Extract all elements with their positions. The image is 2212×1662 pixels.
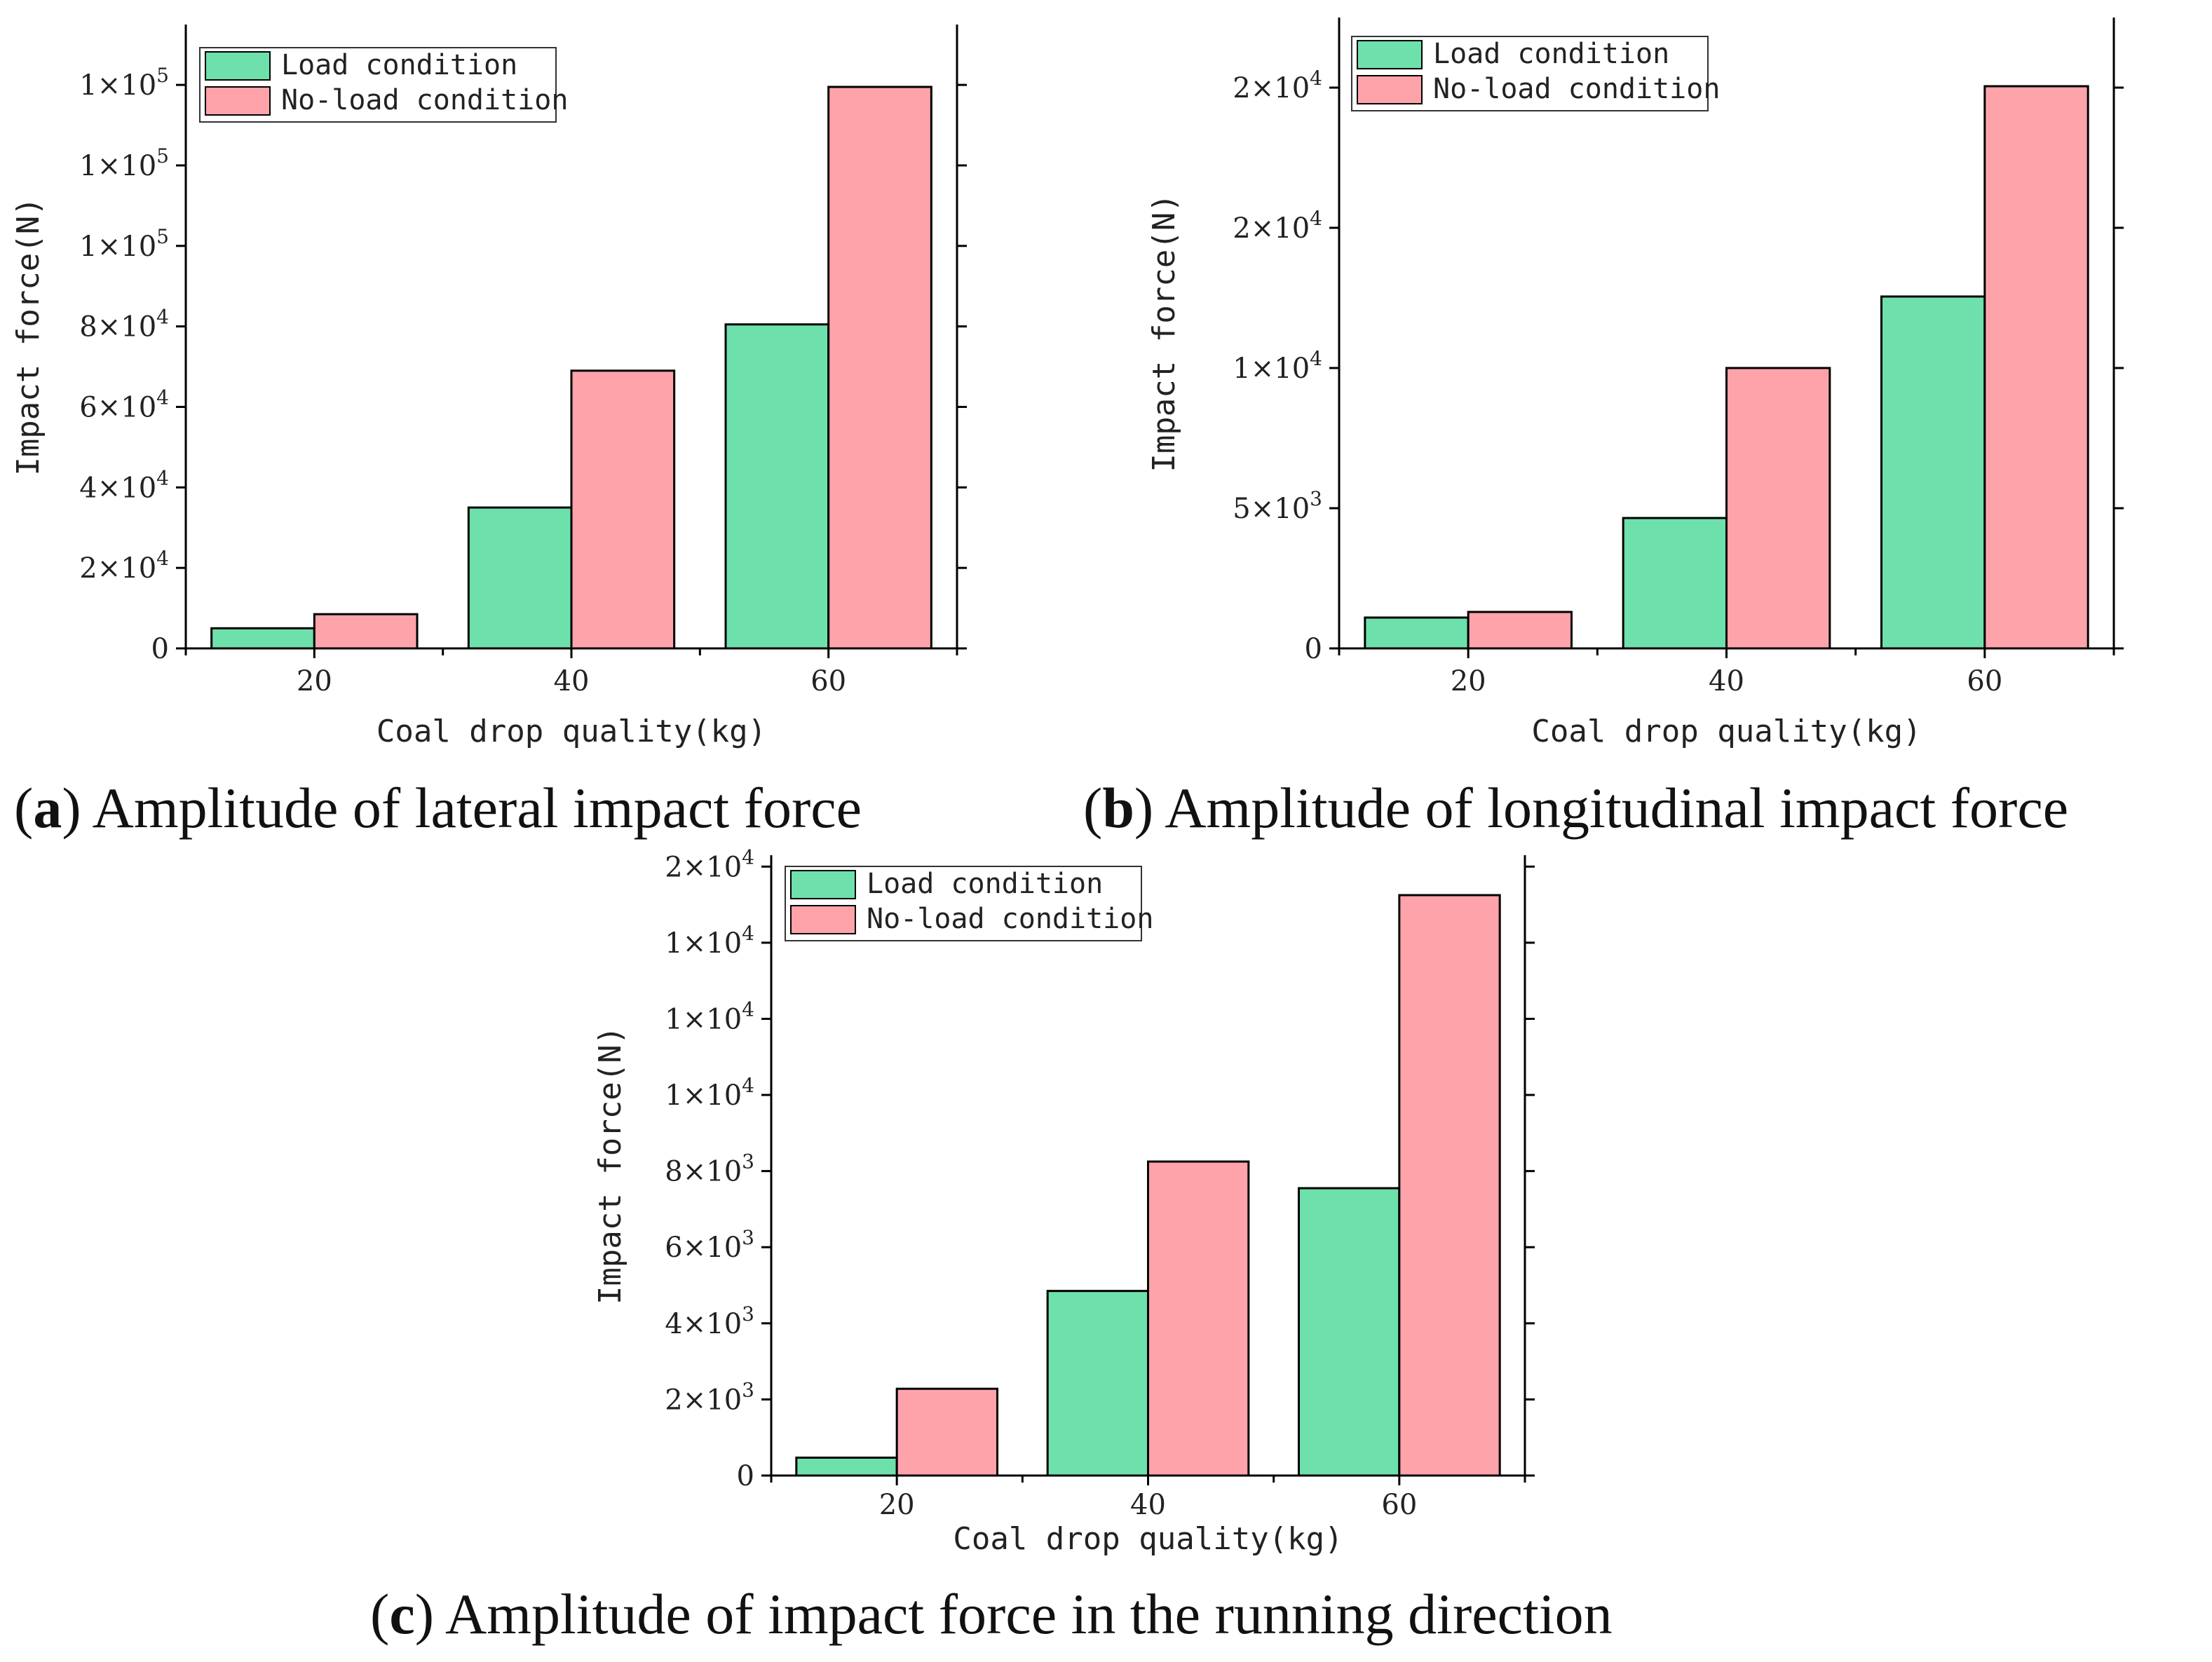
bar-no-load-60kg [1398, 894, 1501, 1477]
legend-label-no-load: No-load condition [281, 84, 568, 116]
y-tick-label: 6×104 [79, 386, 169, 423]
chart-panel-a: 0 2×104 4×104 6×104 8×104 1×105 1×105 1×105 20 40… [11, 25, 967, 749]
x-tick-label-60: 60 [1381, 1489, 1417, 1521]
y-tick-label: 1×104 [665, 922, 754, 960]
y-axis-title: Impact force(N) [592, 1026, 628, 1305]
legend-swatch-load [790, 870, 856, 899]
bar-load-20kg [1364, 616, 1470, 650]
y-tick-label: 5×103 [1233, 487, 1322, 525]
y-tick-label: 8×104 [79, 306, 169, 343]
y-tick-label: 0 [737, 1460, 754, 1492]
legend-label-load: Load condition [1433, 38, 1669, 70]
bar-load-60kg [1298, 1187, 1401, 1477]
caption-a: (a) Amplitude of lateral impact force [14, 776, 862, 840]
y-tick-label: 1×104 [665, 997, 754, 1035]
legend-label-load: Load condition [867, 868, 1103, 900]
legend-swatch-no-load [790, 905, 856, 934]
x-tick-label-60: 60 [1967, 665, 2002, 697]
y-tick-label: 1×104 [665, 1074, 754, 1112]
bar-no-load-20kg [895, 1387, 998, 1477]
y-tick-label: 8×103 [665, 1150, 754, 1188]
bar-load-60kg [724, 323, 830, 650]
chart-panel-b: 0 5×103 1×104 2×104 2×104 20 40 60 Coal drop qua… [1146, 18, 2124, 749]
bar-no-load-60kg [1983, 85, 2089, 650]
x-tick-label-20: 20 [297, 665, 332, 697]
y-tick-label: 2×104 [1233, 207, 1322, 245]
caption-b-text: Amplitude of longitudinal impact force [1165, 776, 2069, 840]
y-tick-label: 6×103 [665, 1226, 754, 1264]
y-tick-label: 2×104 [665, 845, 754, 883]
caption-b: (b) Amplitude of longitudinal impact for… [1083, 776, 2069, 840]
y-tick-label: 2×103 [665, 1378, 754, 1416]
x-tick-label-20: 20 [1451, 665, 1486, 697]
x-tick-label-40: 40 [1130, 1489, 1166, 1521]
bar-no-load-40kg [1147, 1160, 1250, 1477]
caption-c: (c) Amplitude of impact force in the run… [370, 1582, 1613, 1646]
x-tick-label-40: 40 [1709, 665, 1744, 697]
legend-swatch-no-load [205, 86, 271, 116]
bar-load-20kg [795, 1456, 898, 1477]
bar-load-40kg [1622, 517, 1728, 650]
y-tick-label: 1×105 [79, 225, 169, 263]
y-tick-label: 2×104 [79, 547, 169, 585]
x-axis-title: Coal drop quality(kg) [1531, 714, 1921, 749]
legend-swatch-no-load [1357, 75, 1423, 104]
x-tick-label-60: 60 [810, 665, 846, 697]
y-tick-label: 4×103 [665, 1302, 754, 1340]
bar-load-40kg [1046, 1290, 1150, 1477]
x-axis-title: Coal drop quality(kg) [376, 714, 766, 749]
chart-panel-c: 0 2×103 4×103 6×103 8×103 1×104 1×104 1×104 2×10… [592, 845, 1535, 1557]
caption-c-text: Amplitude of impact force in the running… [445, 1582, 1613, 1646]
legend-label-load: Load condition [281, 49, 517, 81]
x-tick-label-40: 40 [554, 665, 590, 697]
y-tick-label: 1×104 [1233, 347, 1322, 385]
y-tick-label: 0 [1305, 633, 1322, 665]
y-axis-title: Impact force(N) [11, 197, 46, 475]
y-tick-label: 2×104 [1233, 67, 1322, 104]
y-tick-label: 0 [151, 633, 169, 665]
bar-load-40kg [467, 506, 573, 650]
bar-load-60kg [1880, 295, 1986, 650]
x-tick-label-20: 20 [879, 1489, 915, 1521]
bar-no-load-60kg [827, 86, 932, 650]
y-tick-label: 1×105 [79, 64, 169, 102]
legend-label-no-load: No-load condition [1433, 73, 1720, 105]
caption-a-text: Amplitude of lateral impact force [92, 776, 862, 840]
caption-c-letter: c [389, 1582, 415, 1646]
y-tick-label: 1×105 [79, 144, 169, 182]
bar-no-load-20kg [1467, 611, 1573, 650]
bar-no-load-40kg [570, 369, 676, 650]
bar-no-load-20kg [313, 613, 419, 650]
x-axis-title: Coal drop quality(kg) [953, 1521, 1343, 1557]
caption-a-letter: a [33, 776, 62, 840]
legend-label-no-load: No-load condition [867, 903, 1153, 935]
bar-no-load-40kg [1725, 367, 1831, 650]
bar-load-20kg [210, 627, 315, 650]
legend-swatch-load [205, 51, 271, 81]
caption-b-letter: b [1102, 776, 1134, 840]
y-tick-label: 4×104 [79, 466, 169, 504]
y-axis-title: Impact force(N) [1146, 193, 1182, 472]
legend-swatch-load [1357, 40, 1423, 69]
